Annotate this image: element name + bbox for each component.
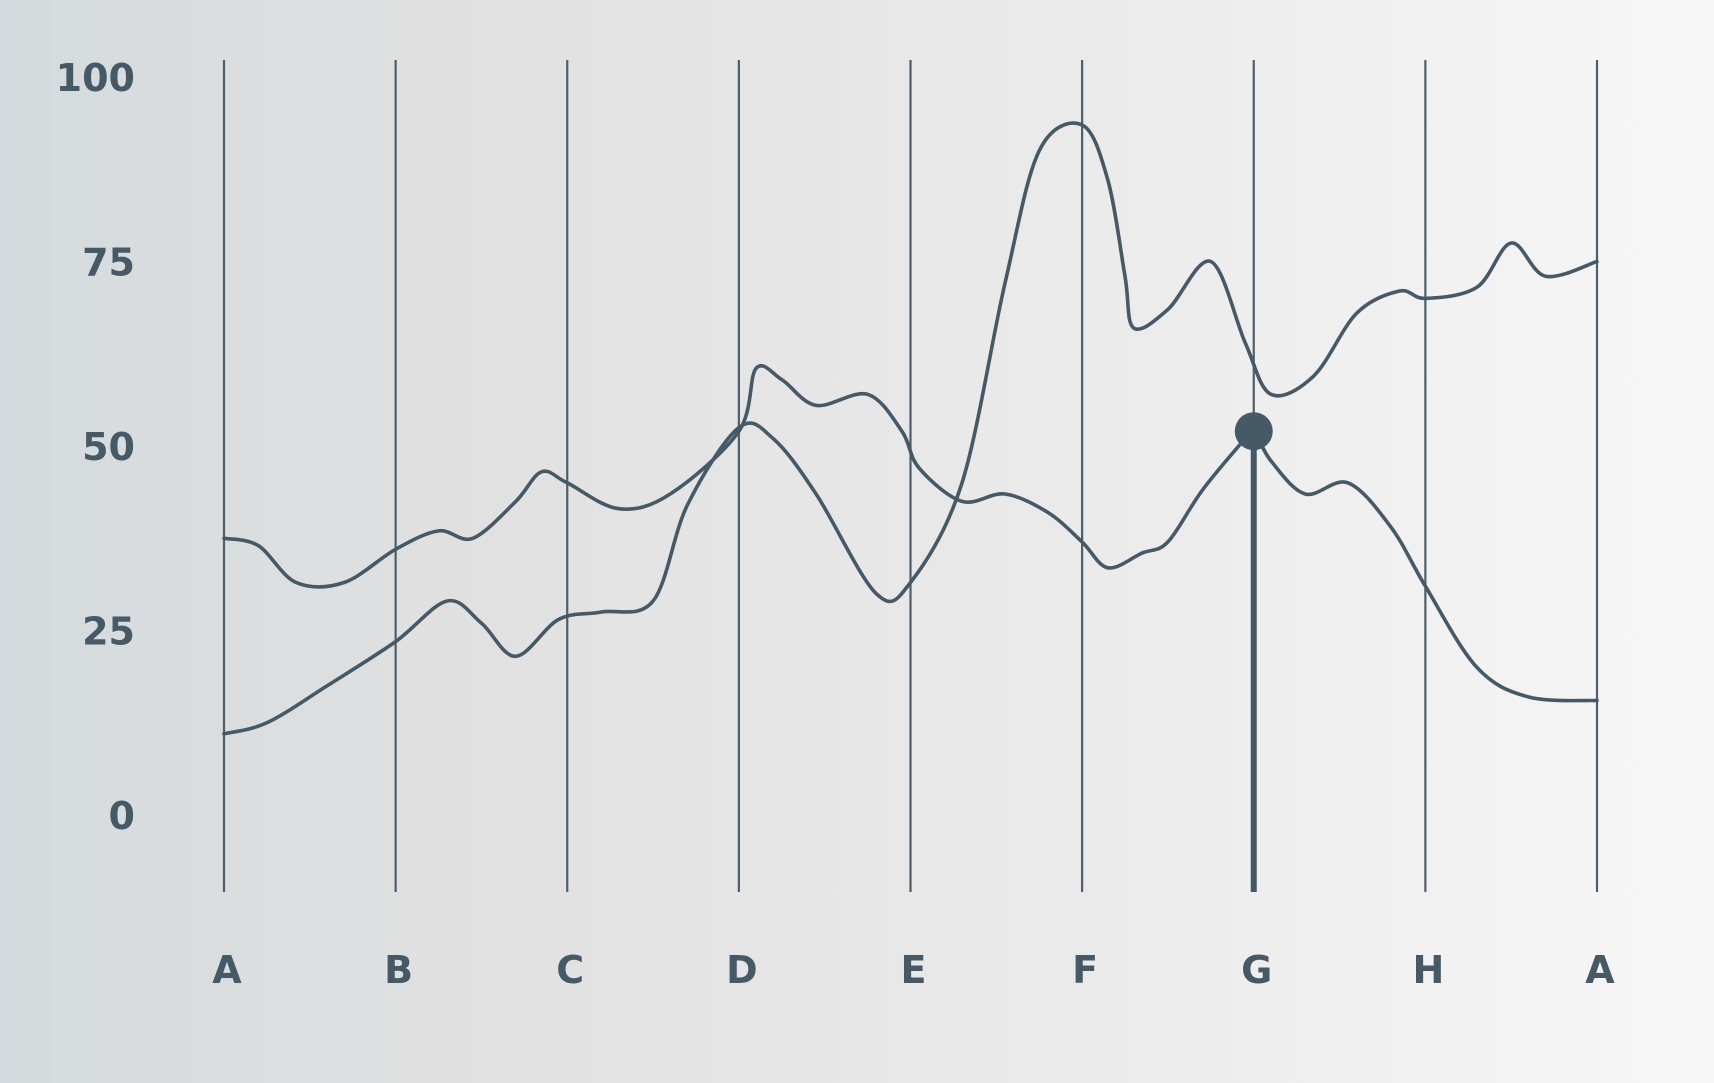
y-tick-label: 25 [82, 610, 135, 654]
x-tick-label: D [726, 948, 758, 992]
series-2-line [222, 121, 1599, 736]
y-tick-label: 50 [82, 425, 135, 469]
y-axis: 0 25 50 75 100 [56, 56, 135, 838]
x-tick-label: E [901, 948, 927, 992]
y-tick-label: 0 [109, 794, 135, 838]
vertical-gridlines [222, 60, 1599, 892]
x-tick-label: A [212, 948, 242, 992]
highlight-marker [1234, 412, 1273, 892]
x-tick-label: B [384, 948, 413, 992]
series-1-line [222, 363, 1599, 703]
highlight-point [1234, 412, 1273, 451]
x-tick-label: H [1412, 948, 1444, 992]
x-tick-label: A [1585, 948, 1615, 992]
x-tick-label: C [556, 948, 584, 992]
x-tick-label: G [1241, 948, 1272, 992]
x-tick-label: F [1072, 948, 1098, 992]
y-tick-label: 100 [56, 56, 135, 100]
series-lines [222, 121, 1599, 736]
y-tick-label: 75 [82, 241, 135, 285]
